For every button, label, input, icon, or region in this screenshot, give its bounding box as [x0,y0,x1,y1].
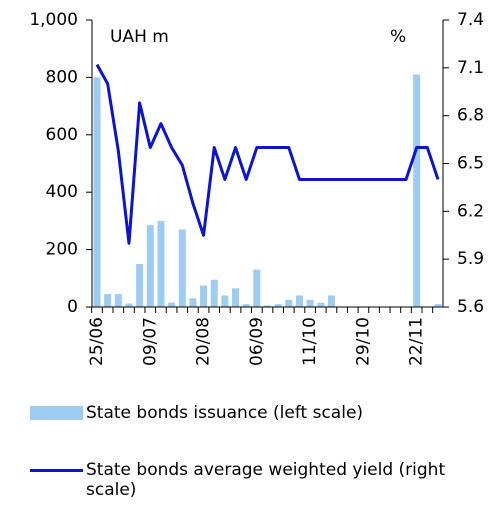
y-tick-label: 800 [46,67,78,87]
bar [232,288,240,307]
legend-swatch [30,469,83,472]
legend-label: State bonds issuance (left scale) [86,403,364,423]
bar [327,295,335,307]
line [95,63,440,245]
x-tick-label: 20/08 [194,317,214,366]
bar [200,285,208,307]
y-tick-label: 0 [67,297,78,317]
y2-tick-label: 5.6 [457,297,484,317]
y-tick-label: 200 [46,240,78,260]
bar [146,225,154,307]
bar [178,229,186,307]
bar [136,263,144,307]
bar [221,295,229,307]
bar [274,304,282,307]
bar [93,77,101,308]
bar [168,302,176,307]
bar [413,74,421,307]
bar [285,299,293,307]
bar [253,269,261,307]
y2-tick-label: 7.4 [457,10,484,30]
y2-tick-label: 7.1 [457,58,484,78]
y-tick-label: 600 [46,125,78,145]
bar [210,279,218,307]
y2-tick-label: 6.5 [457,154,484,174]
x-tick-label: 25/06 [87,317,107,366]
bar [264,305,271,307]
bar [125,303,133,307]
legend-swatch [30,406,83,420]
x-tick-label: 29/10 [353,317,373,366]
bar [295,295,303,307]
bar [104,294,112,307]
bar [317,302,325,307]
y-tick-label: 1,000 [29,10,78,30]
y-tick-label: 400 [46,182,78,202]
y2-tick-label: 5.9 [457,249,484,269]
x-tick-label: 11/10 [300,317,320,366]
x-tick-label: 09/07 [140,317,160,366]
x-tick-label: 22/11 [407,317,427,366]
plot: UAH m % 0 200 400 600 800 1,000 5.6 5.9 6.2 6.5 6.… [29,10,484,366]
x-tick-label: 06/09 [247,317,267,366]
left-unit: UAH m [110,27,169,47]
bar [306,299,314,307]
y2-tick-label: 6.2 [457,201,484,221]
right-unit: % [390,27,406,47]
legend-label: State bonds average weighted yield (righ… [86,460,446,500]
bar [157,220,165,307]
y2-tick-label: 6.8 [457,106,484,126]
bar [242,304,250,307]
bar [189,298,197,307]
bar [114,294,122,307]
bar [434,304,442,307]
